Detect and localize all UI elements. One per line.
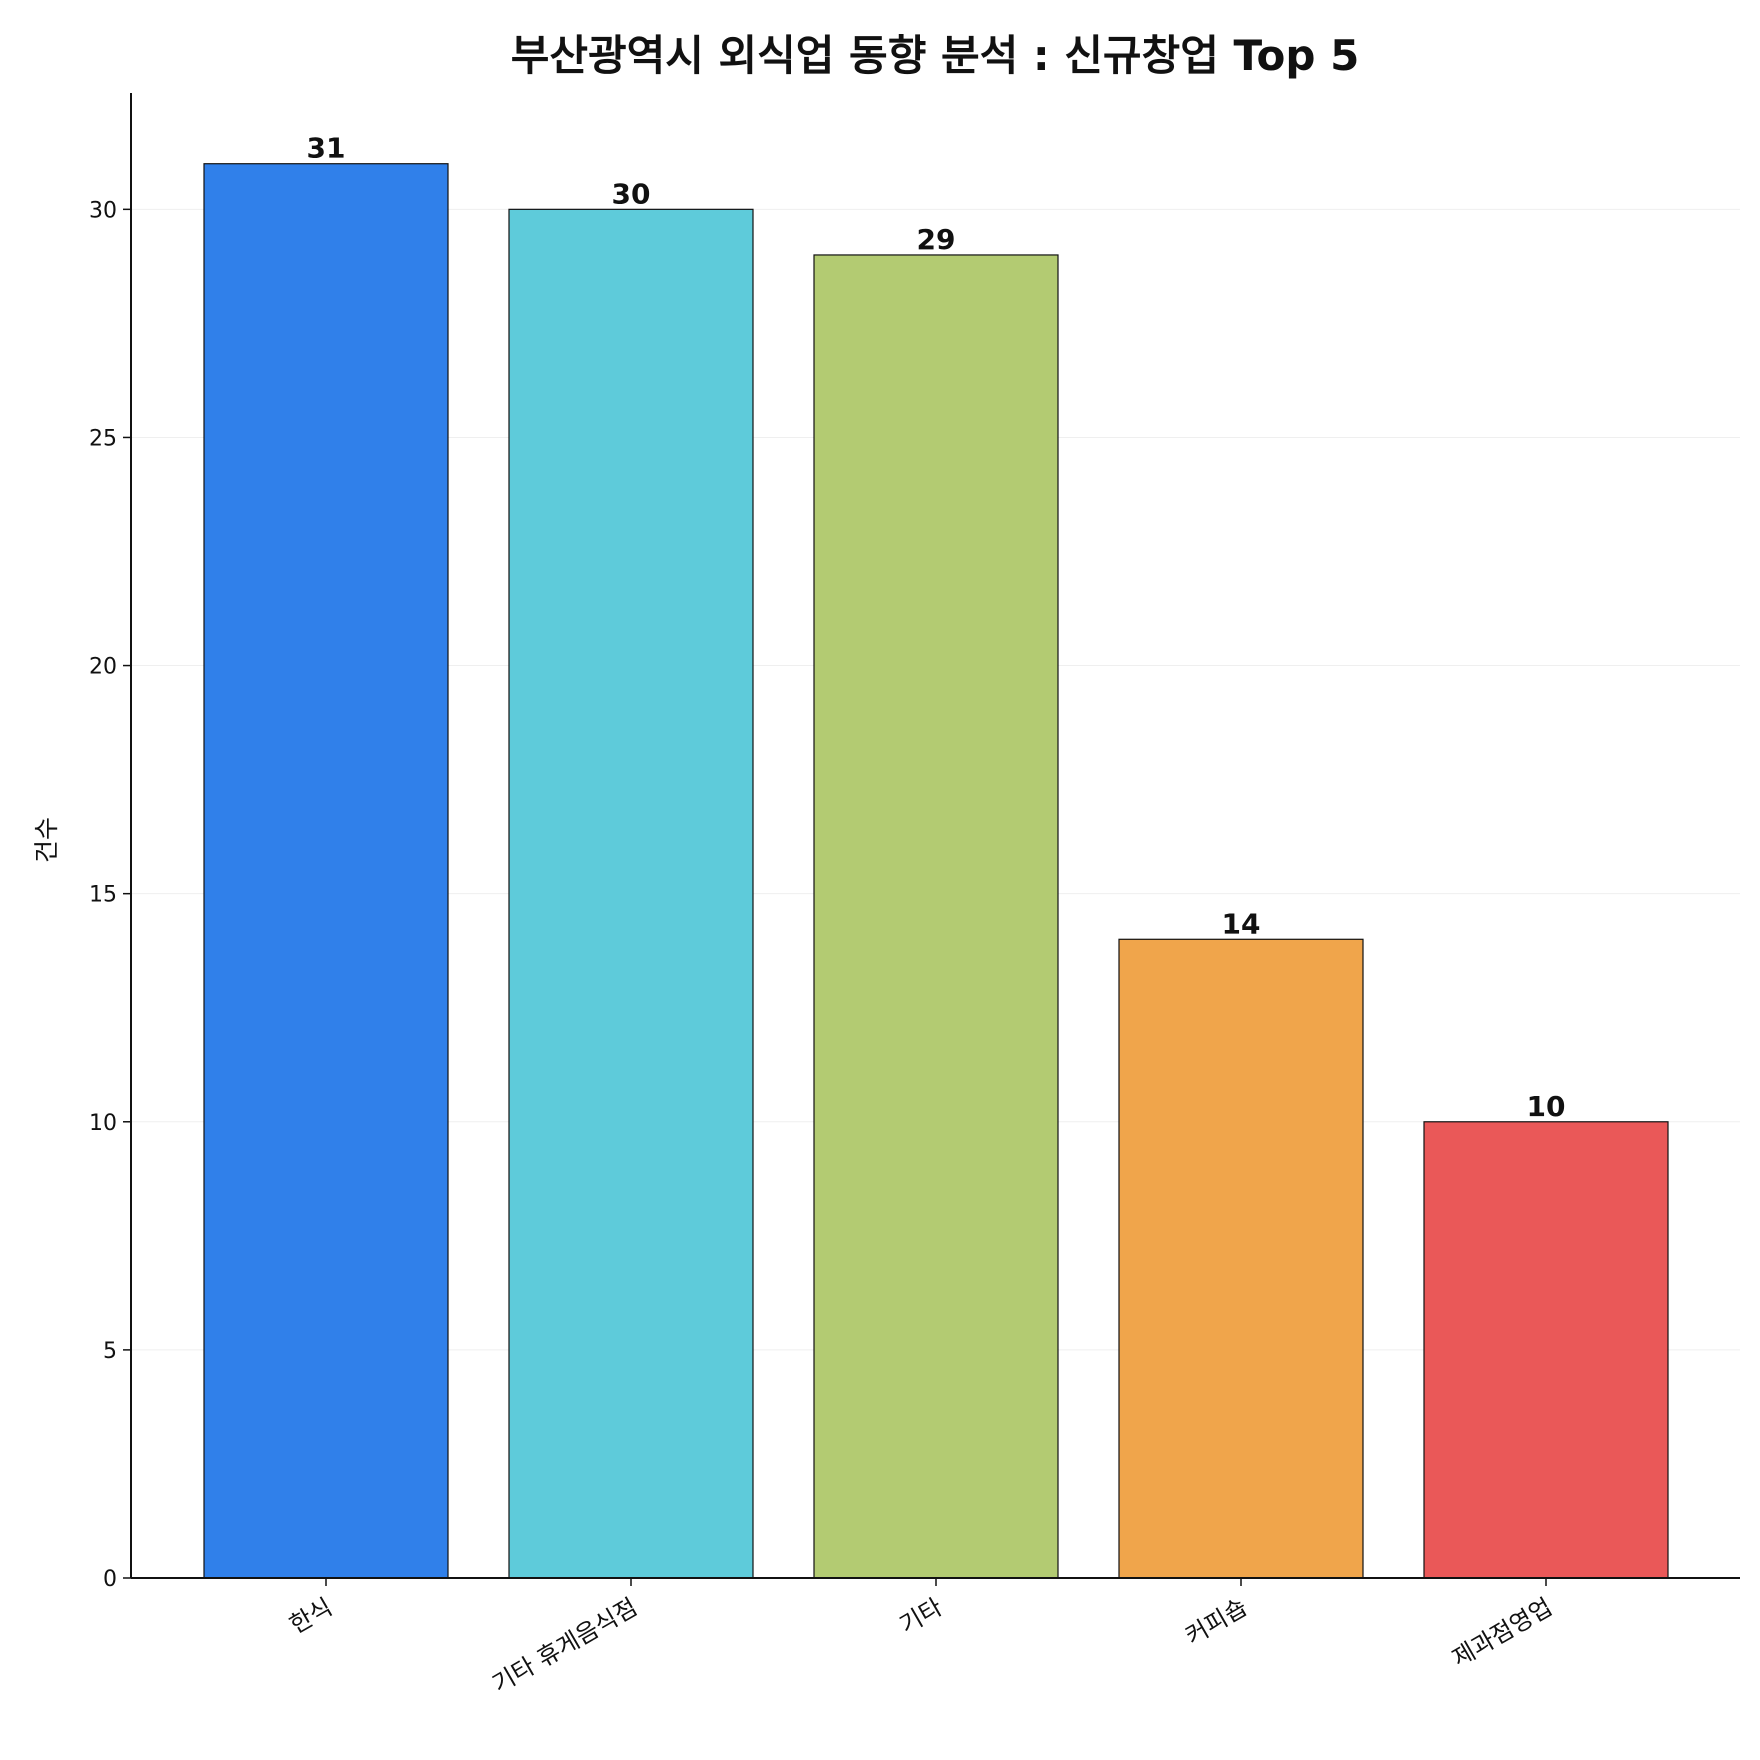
x-tick-label: 한식: [285, 1593, 337, 1639]
bar: [203, 163, 449, 1579]
y-tick-label: 20: [89, 655, 117, 680]
y-tick-label: 15: [89, 883, 117, 908]
bar: [1423, 1121, 1669, 1579]
bar-value-label: 30: [612, 177, 651, 210]
x-tick-label: 커피숍: [1181, 1593, 1252, 1650]
y-ticks: 0 5 10 15 20 25 30: [89, 198, 131, 1592]
y-tick-label: 10: [89, 1111, 117, 1136]
y-axis-label: 건수: [32, 817, 61, 863]
bar: [1118, 938, 1364, 1579]
bar-value-label: 10: [1527, 1090, 1566, 1123]
y-tick-label: 0: [103, 1567, 117, 1592]
y-tick-label: 25: [89, 426, 117, 451]
x-tick-label: 제과점영업: [1447, 1593, 1557, 1672]
bar: [508, 208, 754, 1579]
x-ticks: 한식 기타 휴게음식점 기타 커피숍 제과점영업: [285, 1578, 1557, 1698]
bar: [813, 254, 1059, 1579]
bar-value-label: 31: [307, 132, 346, 165]
y-tick-label: 5: [103, 1339, 117, 1364]
bar-value-label: 14: [1222, 907, 1261, 940]
x-tick-label: 기타 휴게음식점: [488, 1593, 642, 1698]
value-labels: 31 30 29 14 10: [307, 132, 1566, 1123]
chart-title: 부산광역시 외식업 동향 분석 : 신규창업 Top 5: [511, 31, 1360, 80]
bars: [203, 163, 1669, 1579]
x-tick-label: 기타: [895, 1593, 947, 1639]
y-tick-label: 30: [89, 198, 117, 223]
bar-value-label: 29: [917, 223, 956, 256]
